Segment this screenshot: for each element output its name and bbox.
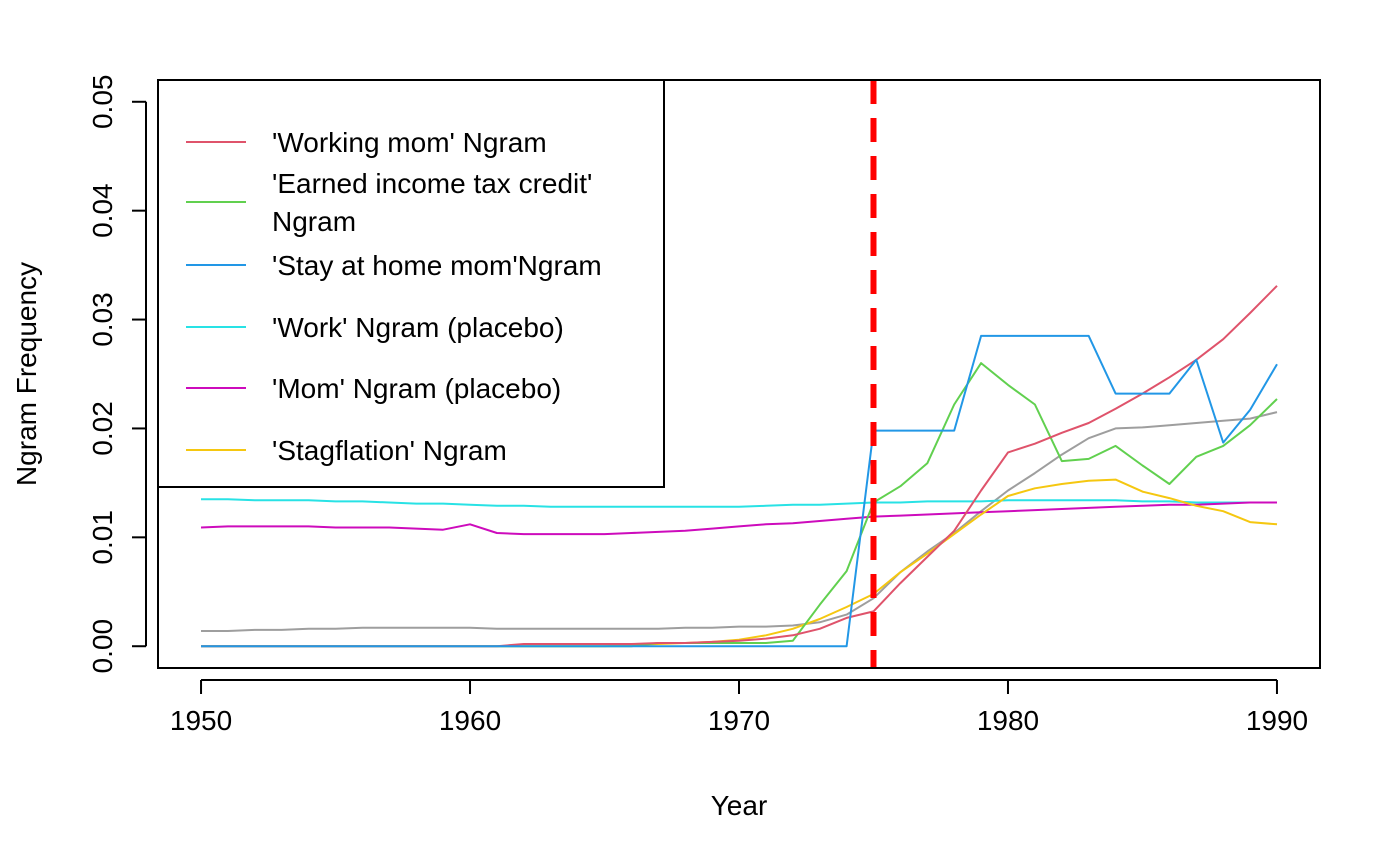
x-tick-label: 1990 — [1246, 705, 1308, 736]
legend-label: 'Stay at home mom'Ngram — [272, 250, 602, 281]
x-tick-label: 1980 — [977, 705, 1039, 736]
plot-area — [200, 80, 1278, 668]
y-tick-label: 0.00 — [87, 619, 118, 674]
x-tick-label: 1950 — [170, 705, 232, 736]
series-line-3 — [201, 498, 1277, 508]
legend-label: 'Earned income tax credit' — [272, 168, 592, 199]
x-axis: 1950 1960 1970 1980 1990 — [170, 679, 1308, 736]
legend-label: 'Mom' Ngram (placebo) — [272, 373, 561, 404]
y-axis-label: Ngram Frequency — [11, 262, 42, 486]
series-line-4 — [200, 501, 1277, 536]
series-line-2 — [201, 334, 1278, 648]
legend-label: Ngram — [272, 206, 356, 237]
legend-box — [157, 79, 665, 488]
legend: 'Working mom' Ngram 'Earned income tax cr… — [157, 79, 665, 488]
series-line-6 — [201, 411, 1278, 632]
legend-label: 'Working mom' Ngram — [272, 127, 547, 158]
y-tick-label: 0.02 — [87, 401, 118, 456]
y-tick-label: 0.01 — [87, 510, 118, 565]
y-tick-label: 0.03 — [87, 292, 118, 347]
series-line-5 — [201, 478, 1278, 648]
x-axis-label: Year — [711, 790, 768, 821]
x-tick-label: 1970 — [708, 705, 770, 736]
y-tick-label: 0.04 — [87, 183, 118, 238]
legend-label: 'Stagflation' Ngram — [272, 435, 507, 466]
y-tick-label: 0.05 — [87, 75, 118, 129]
x-tick-label: 1960 — [439, 705, 501, 736]
y-axis: 0.00 0.01 0.02 0.03 0.04 0.05 — [87, 75, 147, 674]
legend-label: 'Work' Ngram (placebo) — [272, 312, 564, 343]
